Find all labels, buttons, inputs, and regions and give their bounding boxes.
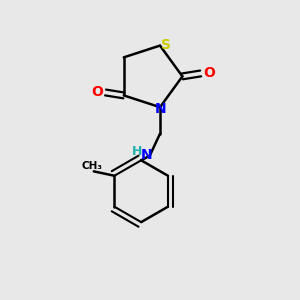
Text: N: N [140, 148, 152, 162]
Text: O: O [91, 85, 103, 100]
Text: O: O [203, 66, 215, 80]
Text: N: N [155, 102, 167, 116]
Text: CH₃: CH₃ [82, 161, 103, 171]
Text: S: S [161, 38, 172, 52]
Text: H: H [132, 145, 142, 158]
